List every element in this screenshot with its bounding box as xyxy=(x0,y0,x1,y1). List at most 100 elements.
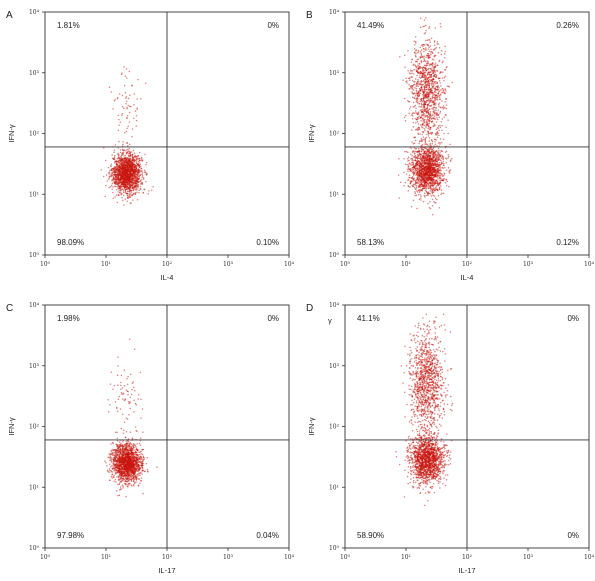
event-dot xyxy=(439,174,441,177)
event-dot xyxy=(399,55,401,58)
event-dot xyxy=(411,72,413,74)
event-dot xyxy=(422,70,424,73)
event-dot xyxy=(110,174,113,177)
event-dot xyxy=(438,188,441,191)
event-dot xyxy=(443,76,446,79)
event-dot xyxy=(417,111,420,113)
event-dot xyxy=(422,108,424,111)
event-dot xyxy=(135,475,138,477)
event-dot xyxy=(114,166,116,169)
event-dot xyxy=(110,449,112,451)
event-dot xyxy=(439,167,442,169)
event-dot xyxy=(424,140,427,143)
event-dot xyxy=(433,123,435,125)
event-dot xyxy=(432,72,434,74)
event-dot xyxy=(131,84,133,87)
x-tick-label: 10⁰ xyxy=(340,261,351,268)
event-dot xyxy=(413,147,416,149)
event-dot xyxy=(408,100,411,103)
event-dot xyxy=(114,182,116,185)
event-dot xyxy=(418,83,420,86)
event-dot xyxy=(416,190,418,192)
event-dot xyxy=(425,88,428,91)
event-dot xyxy=(428,105,431,107)
event-dot xyxy=(433,115,436,117)
event-dot xyxy=(431,67,433,69)
event-dot xyxy=(429,128,431,131)
event-dot xyxy=(427,118,430,121)
event-dot xyxy=(414,51,416,54)
event-dot xyxy=(120,188,122,191)
event-dot xyxy=(434,141,436,143)
event-dot xyxy=(424,189,427,192)
event-dot xyxy=(127,104,129,107)
event-dot xyxy=(129,94,131,96)
event-dot xyxy=(451,81,453,84)
event-dot xyxy=(425,86,428,88)
event-dot xyxy=(421,157,423,160)
event-dot xyxy=(422,79,425,81)
event-dot xyxy=(134,185,136,187)
event-dot xyxy=(429,126,432,129)
event-dot xyxy=(436,136,439,139)
event-dot xyxy=(117,173,119,176)
event-dot xyxy=(107,172,110,174)
event-dot xyxy=(429,41,431,43)
event-dot xyxy=(436,160,438,163)
event-dot xyxy=(438,181,441,184)
event-dot xyxy=(111,157,114,159)
event-dot xyxy=(438,116,441,118)
event-dot xyxy=(426,81,429,83)
event-dot xyxy=(424,78,426,81)
event-dot xyxy=(423,182,426,184)
event-dot xyxy=(426,39,429,41)
event-dot xyxy=(409,79,411,82)
event-dot xyxy=(438,96,441,99)
event-dot xyxy=(426,163,429,166)
event-dot xyxy=(431,100,434,102)
event-dot xyxy=(129,188,131,191)
event-dot xyxy=(403,116,406,119)
event-dot xyxy=(421,67,424,70)
event-dot xyxy=(432,189,434,191)
event-dot xyxy=(437,173,439,176)
event-dot xyxy=(427,98,430,100)
event-dot xyxy=(122,194,125,196)
event-dot xyxy=(437,194,440,197)
event-dot xyxy=(139,163,142,166)
event-dot xyxy=(100,169,103,171)
event-dot xyxy=(427,53,430,55)
plot-svg: 10⁰ 10¹ 10² 10³ 10⁴10⁰10¹10²10³10⁴IL-4IFN-γA… xyxy=(6,9,295,282)
event-dot xyxy=(428,207,431,209)
event-dot xyxy=(416,170,419,173)
event-dot xyxy=(422,160,425,162)
event-dot xyxy=(422,138,424,141)
event-dot xyxy=(424,108,426,111)
event-dot xyxy=(419,157,422,160)
event-dot xyxy=(426,123,429,125)
event-dot xyxy=(405,77,407,80)
event-dot xyxy=(427,153,429,156)
event-dot xyxy=(442,105,445,107)
event-dot xyxy=(424,129,426,131)
event-dot xyxy=(441,61,444,64)
event-dot xyxy=(123,65,125,68)
event-dot xyxy=(413,142,416,144)
event-dot xyxy=(430,163,433,166)
event-dot xyxy=(426,156,428,159)
event-dot xyxy=(125,172,127,174)
event-dot xyxy=(438,98,441,100)
event-dot xyxy=(410,114,413,116)
event-dot xyxy=(150,189,153,191)
event-dot xyxy=(444,56,446,59)
event-dot xyxy=(420,150,423,153)
event-dot xyxy=(445,179,448,181)
event-dot xyxy=(437,77,440,80)
event-dot xyxy=(414,192,417,195)
event-dot xyxy=(436,116,438,119)
event-dot xyxy=(422,176,424,179)
event-dot xyxy=(133,449,135,451)
event-dot xyxy=(426,115,428,117)
event-dot xyxy=(122,185,125,187)
event-dot xyxy=(419,77,422,80)
